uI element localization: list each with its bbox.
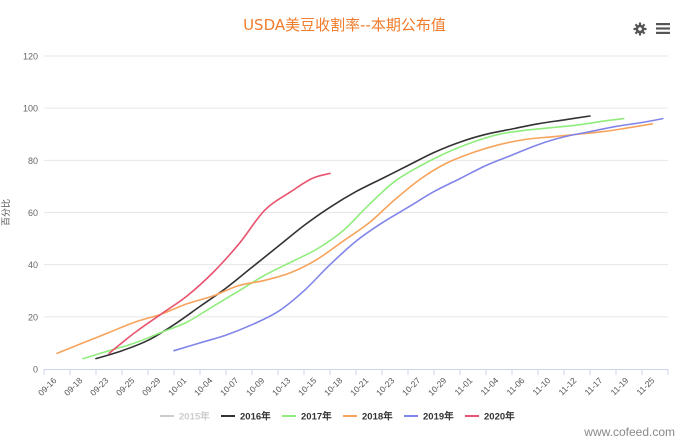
x-tick-label: 11-01 [452,375,474,397]
x-tick-label: 09-25 [114,375,137,398]
y-tick-label: 120 [23,52,38,62]
x-tick-label: 09-16 [36,375,59,398]
x-tick-label: 10-29 [426,375,449,398]
watermark: www.cofeed.com [584,425,675,439]
legend-item[interactable]: 2017年 [282,411,332,423]
legend-item[interactable]: 2018年 [343,411,393,423]
legend-item[interactable]: 2019年 [404,411,454,423]
gear-icon[interactable] [633,22,647,36]
x-tick-label: 11-25 [634,375,656,397]
x-tick-label: 10-15 [296,375,319,398]
x-tick-label: 10-09 [244,375,267,398]
x-tick-label: 10-04 [192,375,215,398]
x-tick-label: 10-13 [270,375,293,398]
x-tick-label: 10-07 [218,375,241,398]
x-tick-label: 09-23 [88,375,111,398]
legend-label: 2018年 [362,411,393,423]
y-tick-label: 80 [28,156,38,166]
y-tick-label: 40 [28,260,38,270]
legend-label: 2020年 [484,411,515,423]
menu-icon[interactable] [656,22,670,35]
x-tick-label: 11-12 [556,375,578,397]
y-tick-label: 60 [28,208,38,218]
series-line [56,123,654,355]
x-tick-label: 10-27 [400,375,423,398]
legend-item[interactable]: 2020年 [465,411,515,423]
legend-label: 2019年 [423,411,454,423]
x-tick-label: 10-18 [322,375,345,398]
y-tick-label: 100 [23,104,38,114]
legend-item[interactable]: 2016年 [221,411,271,423]
x-tick-label: 11-04 [478,375,500,397]
y-tick-label: 20 [28,312,38,322]
x-tick-label: 10-01 [166,375,189,398]
x-tick-label: 11-10 [530,375,552,397]
x-tick-label: 09-29 [140,375,163,398]
y-tick-label: 0 [33,365,38,375]
x-tick-label: 11-17 [582,375,604,397]
legend-label: 2017年 [301,411,332,423]
series-line [108,172,331,355]
legend-item[interactable]: 2015年 [160,411,210,423]
legend-label: 2016年 [240,411,271,423]
x-tick-label: 10-23 [374,375,397,398]
x-tick-label: 10-21 [348,375,371,398]
series-line [95,115,591,360]
x-tick-label: 11-19 [608,375,630,397]
x-tick-label: 11-06 [504,375,526,397]
legend-label: 2015年 [179,411,210,423]
chart-title: USDA美豆收割率--本期公布值 [243,16,446,34]
series-line [82,117,625,360]
series-line [173,117,664,352]
x-tick-label: 09-18 [62,375,85,398]
y-axis-label: 百分比 [0,199,11,226]
